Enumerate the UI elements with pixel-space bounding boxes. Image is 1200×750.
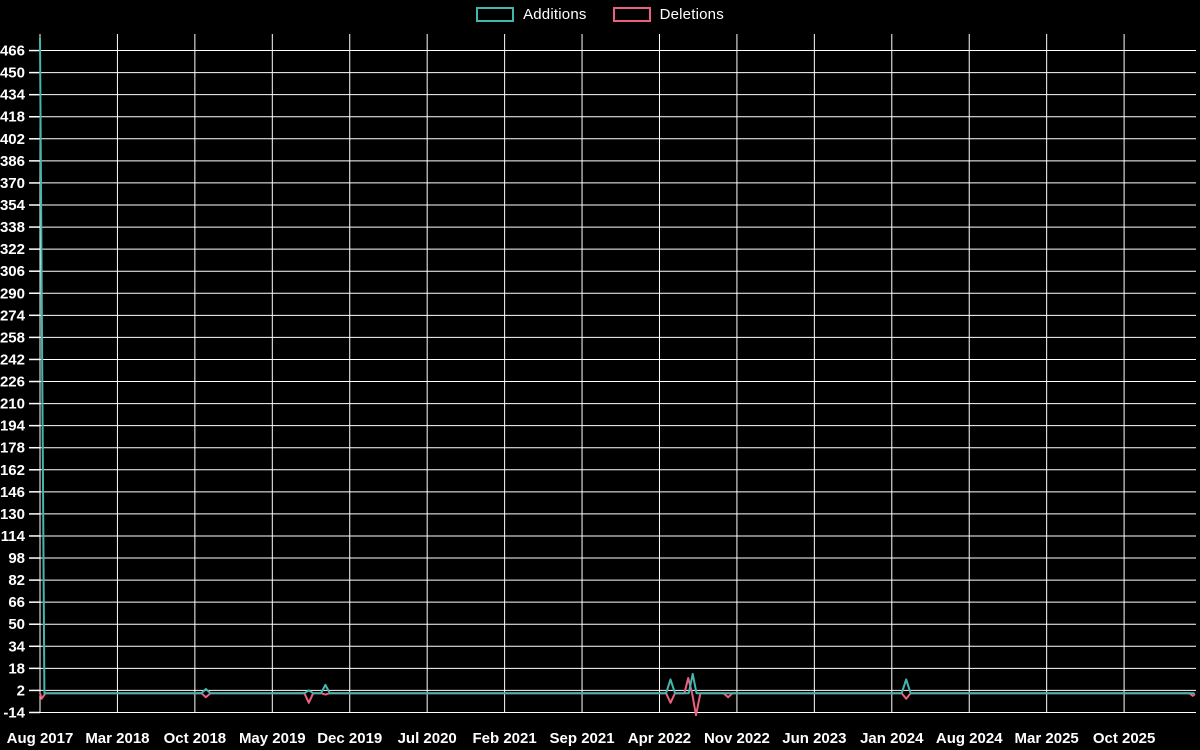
x-tick-label: Feb 2021 [473, 730, 537, 747]
y-tick-label: 386 [0, 153, 25, 170]
legend-item-additions[interactable]: Additions [476, 6, 587, 23]
x-tick-label: Dec 2019 [317, 730, 382, 747]
y-tick-label: 322 [0, 241, 25, 258]
y-tick-label: 290 [0, 285, 25, 302]
y-tick-label: 274 [0, 307, 26, 324]
additions-swatch-icon [476, 7, 515, 22]
deletions-swatch-icon [612, 7, 651, 22]
y-tick-label: 98 [8, 550, 25, 567]
legend-item-deletions[interactable]: Deletions [612, 6, 724, 23]
y-tick-label: 18 [8, 660, 25, 677]
y-tick-label: -14 [3, 704, 25, 721]
x-tick-label: May 2019 [239, 730, 306, 747]
y-tick-label: 418 [0, 109, 25, 126]
y-tick-label: 226 [0, 374, 25, 391]
y-tick-label: 450 [0, 65, 25, 82]
y-tick-label: 370 [0, 175, 25, 192]
x-tick-label: Aug 2017 [7, 730, 74, 747]
y-tick-label: 2 [17, 682, 25, 699]
x-tick-label: Mar 2018 [85, 730, 149, 747]
y-tick-label: 210 [0, 396, 25, 413]
additions-line [39, 37, 1195, 695]
x-tick-label: Jan 2024 [860, 730, 924, 747]
x-tick-label: Mar 2025 [1015, 730, 1079, 747]
y-tick-label: 242 [0, 351, 25, 368]
y-tick-label: 338 [0, 219, 25, 236]
x-tick-label: Oct 2025 [1093, 730, 1156, 747]
y-tick-label: 306 [0, 263, 25, 280]
y-tick-label: 402 [0, 131, 25, 148]
x-tick-label: Jun 2023 [782, 730, 846, 747]
y-tick-label: 82 [8, 572, 25, 589]
deletions-line [39, 677, 1196, 717]
y-tick-label: 178 [0, 440, 25, 457]
y-tick-label: 146 [0, 484, 25, 501]
y-tick-label: 50 [8, 616, 25, 633]
y-tick-label: 466 [0, 43, 25, 60]
x-tick-label: Apr 2022 [628, 730, 691, 747]
x-tick-label: Jul 2020 [398, 730, 457, 747]
y-tick-label: 114 [1, 528, 26, 545]
x-tick-label: Oct 2018 [164, 730, 227, 747]
y-tick-label: 258 [0, 329, 25, 346]
x-tick-label: Aug 2024 [936, 730, 1003, 747]
x-tick-label: Sep 2021 [550, 730, 615, 747]
y-tick-label: 130 [0, 506, 25, 523]
y-tick-label: 66 [8, 594, 25, 611]
legend-label-deletions: Deletions [659, 6, 724, 23]
y-tick-label: 194 [0, 418, 26, 435]
y-tick-label: 162 [0, 462, 25, 479]
y-tick-label: 34 [8, 638, 25, 655]
chart-legend: Additions Deletions [0, 6, 1200, 23]
y-tick-label: 434 [0, 87, 26, 104]
x-tick-label: Nov 2022 [704, 730, 770, 747]
y-tick-label: 354 [0, 197, 26, 214]
legend-label-additions: Additions [523, 6, 587, 23]
